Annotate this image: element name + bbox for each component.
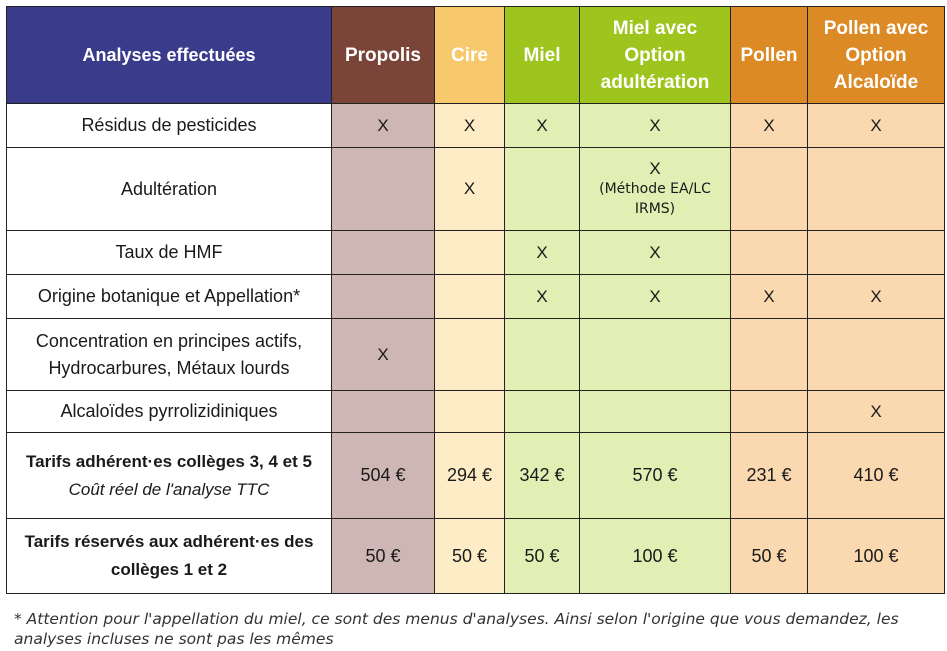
- price-value: 410 €: [807, 432, 945, 519]
- price-table: Tarifs adhérent·es collèges 3, 4 et 5 Co…: [6, 432, 945, 594]
- cell-mark: X: [504, 103, 580, 148]
- table-row: Concentration en principes actifs, Hydro…: [6, 318, 945, 391]
- cell-mark: [730, 230, 808, 275]
- cell-mark: [730, 147, 808, 231]
- table-row: Alcaloïdes pyrrolizidiniques X: [6, 390, 945, 433]
- header-row: Analyses effectuées Propolis Cire Miel M…: [6, 6, 945, 104]
- method-note: (Méthode EA/LC IRMS): [599, 181, 711, 217]
- price-value: 50 €: [504, 518, 580, 594]
- price-value: 100 €: [807, 518, 945, 594]
- cell-mark: X: [504, 274, 580, 319]
- cell-mark-with-note: X (Méthode EA/LC IRMS): [579, 147, 731, 231]
- price-row: Tarifs adhérent·es collèges 3, 4 et 5 Co…: [6, 432, 945, 519]
- row-label: Taux de HMF: [6, 230, 332, 275]
- cell-mark: X: [331, 103, 435, 148]
- cell-mark: X: [807, 274, 945, 319]
- cell-mark: [730, 390, 808, 433]
- column-header-propolis: Propolis: [331, 6, 435, 104]
- row-label: Origine botanique et Appellation*: [6, 274, 332, 319]
- cell-mark: [434, 274, 505, 319]
- cell-mark: X: [434, 103, 505, 148]
- price-value: 100 €: [579, 518, 731, 594]
- table-row: Origine botanique et Appellation* X X X …: [6, 274, 945, 319]
- table-row: Adultération X X (Méthode EA/LC IRMS): [6, 147, 945, 231]
- cell-mark: [807, 230, 945, 275]
- price-value: 342 €: [504, 432, 580, 519]
- cell-mark: X: [649, 159, 661, 178]
- price-value: 50 €: [331, 518, 435, 594]
- cell-mark: X: [807, 103, 945, 148]
- cell-mark: X: [730, 103, 808, 148]
- cell-mark: [434, 230, 505, 275]
- column-header-miel-option: Miel avec Option adultération: [579, 6, 731, 104]
- price-row: Tarifs réservés aux adhérent·es des coll…: [6, 518, 945, 594]
- column-header-miel: Miel: [504, 6, 580, 104]
- column-header-pollen: Pollen: [730, 6, 808, 104]
- cell-mark: X: [504, 230, 580, 275]
- price-value: 294 €: [434, 432, 505, 519]
- cell-mark: X: [579, 103, 731, 148]
- column-header-pollen-option: Pollen avec Option Alcaloïde: [807, 6, 945, 104]
- table-row: Résidus de pesticides X X X X X X: [6, 103, 945, 148]
- price-value: 231 €: [730, 432, 808, 519]
- row-label: Résidus de pesticides: [6, 103, 332, 148]
- price-label-cell: Tarifs adhérent·es collèges 3, 4 et 5 Co…: [6, 432, 332, 519]
- price-value: 504 €: [331, 432, 435, 519]
- cell-mark: [579, 318, 731, 391]
- cell-mark: [504, 318, 580, 391]
- cell-mark: [434, 390, 505, 433]
- cell-mark: X: [730, 274, 808, 319]
- table-row: Taux de HMF X X: [6, 230, 945, 275]
- cell-mark: [331, 147, 435, 231]
- row-label: Alcaloïdes pyrrolizidiniques: [6, 390, 332, 433]
- header-label: Analyses effectuées: [6, 6, 332, 104]
- price-value: 50 €: [434, 518, 505, 594]
- cell-mark: [807, 318, 945, 391]
- price-label: Tarifs adhérent·es collèges 3, 4 et 5: [26, 451, 312, 471]
- cell-mark: X: [434, 147, 505, 231]
- row-label: Adultération: [6, 147, 332, 231]
- row-label: Concentration en principes actifs, Hydro…: [6, 318, 332, 391]
- price-label: Tarifs réservés aux adhérent·es des coll…: [24, 532, 314, 579]
- column-header-cire: Cire: [434, 6, 505, 104]
- cell-mark: [807, 147, 945, 231]
- cell-mark: [331, 274, 435, 319]
- cell-mark: X: [579, 230, 731, 275]
- cell-mark: X: [331, 318, 435, 391]
- cell-mark: X: [807, 390, 945, 433]
- cell-mark: [730, 318, 808, 391]
- cell-mark: X: [579, 274, 731, 319]
- price-value: 50 €: [730, 518, 808, 594]
- price-label-cell: Tarifs réservés aux adhérent·es des coll…: [6, 518, 332, 594]
- footnote: * Attention pour l'appellation du miel, …: [14, 610, 899, 648]
- cell-mark: [504, 147, 580, 231]
- price-value: 570 €: [579, 432, 731, 519]
- cell-mark: [579, 390, 731, 433]
- price-sublabel: Coût réel de l'analyse TTC: [68, 479, 270, 499]
- cell-mark: [504, 390, 580, 433]
- cell-mark: [434, 318, 505, 391]
- analysis-table: Analyses effectuées Propolis Cire Miel M…: [6, 6, 945, 433]
- cell-mark: [331, 230, 435, 275]
- cell-mark: [331, 390, 435, 433]
